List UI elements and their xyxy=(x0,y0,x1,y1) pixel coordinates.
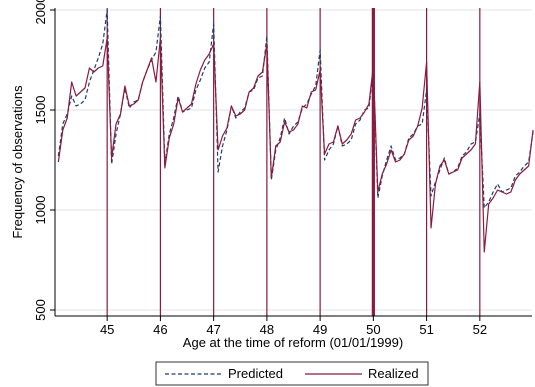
legend: Predicted Realized xyxy=(155,361,429,386)
x-tick-label: 45 xyxy=(100,322,114,337)
x-tick-label: 52 xyxy=(473,322,487,337)
y-axis-label: Frequency of observations xyxy=(10,85,25,239)
x-tick-label: 47 xyxy=(206,322,220,337)
x-tick-label: 51 xyxy=(419,322,433,337)
series-lines xyxy=(57,9,534,253)
x-tick-label: 50 xyxy=(366,322,380,337)
axes xyxy=(54,8,532,317)
grid-lines xyxy=(55,9,532,311)
series-line-realized xyxy=(57,37,534,253)
y-tick-label: 1000 xyxy=(33,196,48,225)
y-tick-label: 2000 xyxy=(33,0,48,24)
x-tick-label: 49 xyxy=(313,322,327,337)
x-axis-label: Age at the time of reform (01/01/1999) xyxy=(183,335,403,350)
legend-label-realized: Realized xyxy=(368,366,419,381)
legend-box xyxy=(155,361,429,386)
legend-label-predicted: Predicted xyxy=(228,366,283,381)
axis-ticks: 500 1000 1500 2000 45 46 47 48 49 50 51 52 xyxy=(33,0,487,337)
y-tick-label: 500 xyxy=(33,299,48,321)
y-tick-label: 1500 xyxy=(33,96,48,125)
x-tick-label: 48 xyxy=(260,322,274,337)
x-tick-label: 46 xyxy=(153,322,167,337)
